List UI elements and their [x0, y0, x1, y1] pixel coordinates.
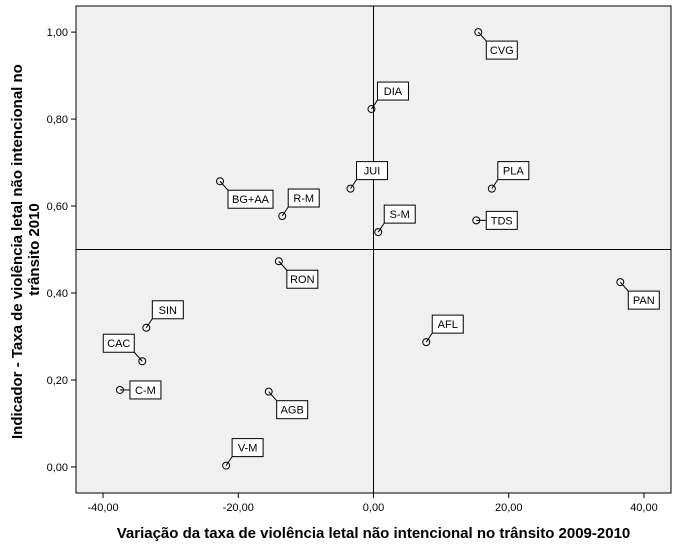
- y-tick-label: 1,00: [47, 27, 68, 39]
- x-tick-label: -20,00: [223, 502, 254, 514]
- label-leader-line: [225, 456, 233, 466]
- label-leader-line: [219, 180, 229, 191]
- data-point: C-M: [115, 380, 162, 400]
- point-label: CVG: [490, 45, 514, 57]
- y-axis-title: Indicador - Taxa de violência letal não …: [9, 60, 43, 439]
- point-marker: [264, 387, 273, 396]
- y-axis-ticks: 0,00 0,20 0,40 0,60 0,80 1,00: [47, 27, 76, 474]
- label-leader-line: [278, 260, 288, 271]
- data-point: AGB: [264, 387, 309, 420]
- data-point: SIN: [142, 300, 184, 332]
- point-label: R-M: [293, 193, 314, 205]
- y-tick-label: 0,60: [47, 201, 68, 213]
- y-axis-title-line-1: Indicador - Taxa de violência letal não …: [9, 64, 26, 439]
- label-leader-line: [619, 281, 629, 292]
- label-leader-line: [491, 179, 499, 189]
- point-label: PLA: [503, 166, 524, 178]
- point-marker: [474, 28, 483, 37]
- point-label: S-M: [390, 209, 410, 221]
- point-label-box: [376, 81, 409, 101]
- point-label-box: [102, 333, 135, 353]
- point-label: JUI: [364, 166, 381, 178]
- point-marker: [278, 212, 287, 221]
- data-point: DIA: [367, 81, 409, 114]
- point-label: TDS: [491, 215, 513, 227]
- data-point: CAC: [102, 333, 147, 366]
- point-label-box: [151, 300, 184, 320]
- point-marker: [222, 461, 231, 470]
- data-point: PLA: [487, 161, 530, 193]
- data-point: S-M: [374, 204, 416, 237]
- point-label-box: [276, 400, 309, 420]
- point-label: AFL: [438, 319, 458, 331]
- point-marker: [216, 177, 225, 186]
- point-label: SIN: [159, 305, 177, 317]
- point-label-box: [231, 438, 264, 458]
- reference-lines: [76, 6, 671, 493]
- label-leader-line: [425, 332, 433, 343]
- point-marker: [138, 357, 147, 366]
- label-leader-line: [133, 351, 143, 362]
- y-axis-title-line-2: trânsito 2010: [26, 203, 43, 296]
- data-point: V-M: [222, 438, 264, 470]
- y-tick-label: 0,20: [47, 375, 68, 387]
- y-tick-label: 0,00: [47, 462, 68, 474]
- point-label-box: [286, 269, 319, 289]
- point-label-box: [287, 188, 320, 208]
- y-tick-label: 0,40: [47, 288, 68, 300]
- point-label: AGB: [281, 405, 304, 417]
- data-point: TDS: [472, 210, 518, 230]
- data-point: RON: [274, 257, 319, 289]
- point-marker: [115, 385, 124, 394]
- label-leader-line: [377, 222, 385, 233]
- y-tick-label: 0,80: [47, 114, 68, 126]
- label-leader-line: [268, 391, 278, 402]
- x-axis-ticks: -40,00 -20,00 0,00 20,00 40,00: [87, 493, 658, 514]
- data-points: CVG DIA PLA BG+AA R-M JUI S-M TDS RON PAN SIN AFL CA…: [102, 28, 660, 470]
- x-tick-label: -40,00: [87, 502, 118, 514]
- data-point: AFL: [422, 314, 464, 347]
- point-label-box: [627, 290, 660, 310]
- x-tick-label: 0,00: [363, 502, 384, 514]
- label-leader-line: [350, 179, 357, 189]
- x-tick-label: 40,00: [630, 502, 658, 514]
- point-label-box: [485, 40, 518, 60]
- point-label-box: [227, 189, 274, 209]
- point-label-box: [356, 161, 389, 181]
- point-marker: [422, 338, 431, 347]
- point-label: C-M: [135, 385, 156, 397]
- point-label-box: [383, 204, 416, 224]
- point-marker: [472, 216, 481, 225]
- x-axis-title: Variação da taxa de violência letal não …: [117, 525, 631, 542]
- data-point: R-M: [278, 188, 320, 221]
- point-label-box: [129, 380, 162, 400]
- point-label: PAN: [633, 295, 655, 307]
- label-leader-line: [145, 318, 153, 329]
- point-marker: [374, 228, 383, 237]
- data-point: JUI: [346, 161, 389, 193]
- label-leader-line: [477, 31, 487, 42]
- data-point: PAN: [616, 278, 660, 310]
- point-marker: [487, 184, 496, 193]
- data-point: CVG: [474, 28, 518, 60]
- point-marker: [274, 257, 283, 266]
- point-marker: [346, 184, 355, 193]
- label-leader-line: [281, 206, 289, 217]
- label-leader-line: [371, 99, 378, 110]
- point-label-box: [431, 314, 464, 334]
- point-label: V-M: [238, 443, 258, 455]
- point-marker: [142, 323, 151, 332]
- point-label: BG+AA: [232, 194, 270, 206]
- point-marker: [616, 278, 625, 287]
- x-tick-label: 20,00: [495, 502, 523, 514]
- point-label: CAC: [107, 338, 130, 350]
- point-marker: [367, 105, 376, 114]
- point-label: RON: [290, 274, 315, 286]
- point-label: DIA: [384, 86, 403, 98]
- data-point: BG+AA: [216, 177, 274, 209]
- point-label-box: [485, 210, 518, 230]
- point-label-box: [497, 161, 530, 181]
